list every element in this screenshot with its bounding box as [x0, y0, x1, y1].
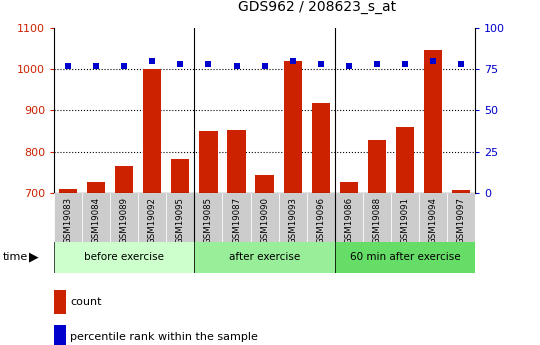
Text: 60 min after exercise: 60 min after exercise [350, 252, 460, 262]
Bar [222, 193, 251, 242]
Bar [138, 193, 166, 242]
Bar [199, 131, 218, 193]
Bar [110, 193, 138, 242]
Point [429, 58, 437, 63]
Bar [194, 241, 335, 273]
Bar [307, 193, 335, 242]
Point [373, 61, 381, 67]
Bar [143, 69, 161, 193]
Text: GSM19097: GSM19097 [457, 197, 465, 244]
Bar [447, 193, 475, 242]
Bar [279, 193, 307, 242]
Text: GSM19084: GSM19084 [92, 197, 100, 244]
Point [148, 58, 157, 63]
Bar [227, 130, 246, 193]
Bar [335, 193, 363, 242]
Text: before exercise: before exercise [84, 252, 164, 262]
Bar [171, 159, 190, 193]
Bar [194, 193, 222, 242]
Bar [251, 193, 279, 242]
Bar [419, 193, 447, 242]
Point [64, 63, 72, 68]
Point [288, 58, 297, 63]
Bar [54, 193, 82, 242]
Text: GSM19087: GSM19087 [232, 197, 241, 244]
Point [457, 61, 465, 67]
Text: GSM19093: GSM19093 [288, 197, 297, 244]
Point [260, 63, 269, 68]
Text: GSM19090: GSM19090 [260, 197, 269, 244]
Bar [115, 166, 133, 193]
Bar [82, 193, 110, 242]
Text: GSM19092: GSM19092 [148, 197, 157, 244]
Point [204, 61, 213, 67]
Text: GSM19096: GSM19096 [316, 197, 325, 244]
Point [120, 63, 129, 68]
Text: GSM19091: GSM19091 [401, 197, 409, 244]
Bar [87, 181, 105, 193]
Point [176, 61, 185, 67]
Text: GSM19088: GSM19088 [373, 197, 381, 244]
Text: GSM19094: GSM19094 [429, 197, 437, 244]
Bar [363, 193, 391, 242]
Point [92, 63, 100, 68]
Bar [396, 127, 414, 193]
Text: time: time [3, 252, 28, 262]
Text: GDS962 / 208623_s_at: GDS962 / 208623_s_at [238, 0, 396, 14]
Bar [424, 50, 442, 193]
Bar [452, 190, 470, 193]
Text: percentile rank within the sample: percentile rank within the sample [70, 332, 258, 342]
Bar [312, 103, 330, 193]
Point [316, 61, 325, 67]
Bar [340, 182, 358, 193]
Bar [255, 175, 274, 193]
Bar [335, 241, 475, 273]
Bar [54, 241, 194, 273]
Text: ▶: ▶ [29, 251, 38, 264]
Point [345, 63, 353, 68]
Text: GSM19095: GSM19095 [176, 197, 185, 244]
Text: count: count [70, 297, 102, 307]
Bar [59, 189, 77, 193]
Bar [391, 193, 419, 242]
Text: GSM19086: GSM19086 [345, 197, 353, 244]
Text: after exercise: after exercise [229, 252, 300, 262]
Text: GSM19089: GSM19089 [120, 197, 129, 244]
Text: GSM19083: GSM19083 [64, 197, 72, 244]
Bar [166, 193, 194, 242]
Point [401, 61, 409, 67]
Text: GSM19085: GSM19085 [204, 197, 213, 244]
Bar [284, 61, 302, 193]
Bar [368, 140, 386, 193]
Point [232, 63, 241, 68]
